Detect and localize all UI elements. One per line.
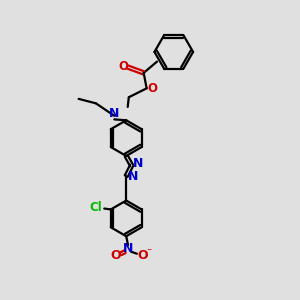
Text: O: O <box>110 249 121 262</box>
Text: N: N <box>133 158 143 170</box>
Text: N: N <box>128 170 138 183</box>
Text: ⁻: ⁻ <box>146 247 152 257</box>
Text: N: N <box>109 107 119 120</box>
Text: N: N <box>123 242 133 255</box>
Text: O: O <box>137 249 148 262</box>
Text: O: O <box>118 59 128 73</box>
Text: O: O <box>147 82 157 95</box>
Text: Cl: Cl <box>89 202 102 214</box>
